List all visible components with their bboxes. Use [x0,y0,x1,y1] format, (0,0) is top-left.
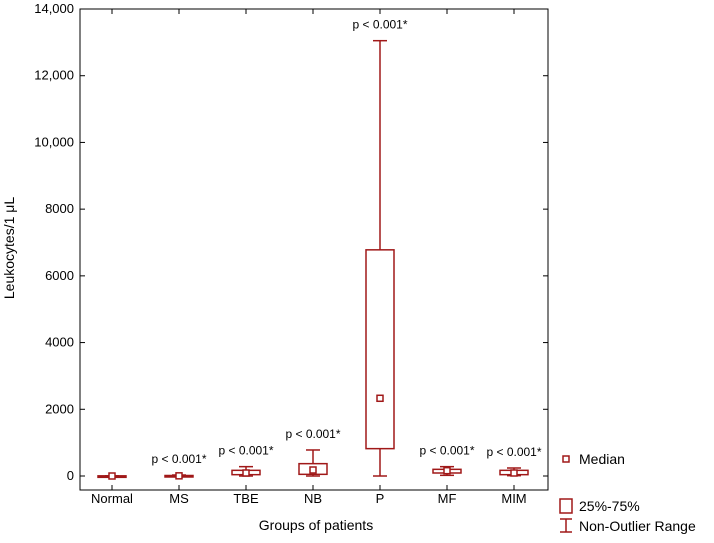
median-marker [108,472,116,480]
box-normal [97,472,127,480]
median-marker [175,472,183,480]
y-axis-title: Leukocytes/1 μL [1,197,17,299]
y-tick-label: 14,000 [34,1,74,16]
y-tick-label: 2000 [45,401,74,416]
x-tick-label: P [376,491,385,506]
median-marker [309,466,317,474]
x-axis-title: Groups of patients [259,517,373,533]
median-marker [376,394,384,403]
box-mf: p < 0.001* [419,444,475,477]
x-tick-label: TBE [233,491,259,506]
y-tick-label: 6000 [45,268,74,283]
boxes: p < 0.001* p < 0.001* p < 0.001* p < 0.001*… [97,18,542,480]
plot-frame [79,8,549,491]
x-tick-label: MIM [501,491,526,506]
p-value-annotation: p < 0.001* [218,444,273,458]
legend-median-label: Median [579,451,625,467]
median-marker [510,469,518,477]
labels: Groups of patients Leukocytes/1 μL [1,197,373,533]
median-marker [443,466,451,475]
box-ms: p < 0.001* [151,452,207,480]
x-tick-label: Normal [91,491,133,506]
legend-iqr-label: 25%-75% [579,498,640,514]
iqr-box [365,249,395,450]
y-tick-label: 12,000 [34,68,74,83]
p-value-annotation: p < 0.001* [419,444,474,458]
y-tick-label: 0 [67,468,74,483]
axes: 0 2000 4000 6000 8000 10,000 12,000 14,000 Norma… [34,1,549,506]
p-value-annotation: p < 0.001* [486,445,541,459]
x-tick-label: NB [304,491,322,506]
y-tick-label: 10,000 [34,134,74,149]
p-value-annotation: p < 0.001* [151,452,206,466]
legend-range-label: Non-Outlier Range [579,518,696,534]
legend-median-swatch [562,455,570,463]
x-tick-label: MS [169,491,189,506]
box-nb: p < 0.001* [285,427,341,477]
y-tick-label: 4000 [45,335,74,350]
y-tick-label: 8000 [45,201,74,216]
box-tbe: p < 0.001* [218,444,274,477]
median-marker [242,469,250,477]
p-value-annotation: p < 0.001* [285,427,340,441]
x-tick-label: MF [438,491,457,506]
box-p: p < 0.001* [352,18,408,477]
p-value-annotation: p < 0.001* [352,18,407,32]
legend: Median 25%-75% Non-Outlier Range [559,451,696,534]
legend-iqr-swatch [559,498,573,514]
box-mim: p < 0.001* [486,445,542,477]
